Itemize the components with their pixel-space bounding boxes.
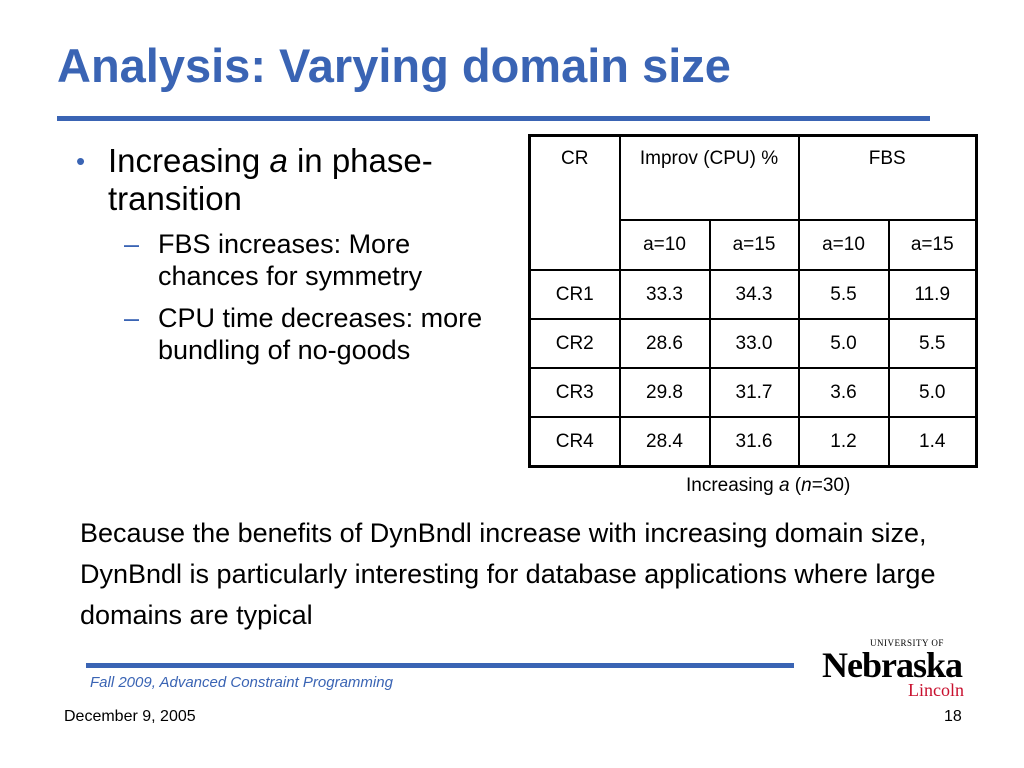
subheader-cell: a=10 xyxy=(618,219,711,271)
table-cell: 28.4 xyxy=(618,416,711,468)
logo-university-of: UNIVERSITY OF xyxy=(870,638,944,648)
table-cell: 1.4 xyxy=(887,416,978,468)
course-name: Fall 2009, Advanced Constraint Programmi… xyxy=(90,674,393,691)
table-cell: 5.5 xyxy=(887,318,978,369)
table-row: CR3 29.8 31.7 3.6 5.0 xyxy=(528,367,978,418)
sub-bullet: – CPU time decreases: more bundling of n… xyxy=(76,302,516,366)
table-cell: 5.5 xyxy=(797,269,890,320)
table-row: CR2 28.6 33.0 5.0 5.5 xyxy=(528,318,978,369)
table-cell: 33.3 xyxy=(618,269,711,320)
header-improv: Improv (CPU) % xyxy=(618,134,800,221)
caption-post: =30) xyxy=(811,475,851,496)
footer-divider xyxy=(86,663,794,668)
table-cell: 5.0 xyxy=(887,367,978,418)
bullet-main-post: in phase-transition xyxy=(108,142,433,217)
table-cell: 33.0 xyxy=(708,318,800,369)
table-caption: Increasing a (n=30) xyxy=(686,475,850,497)
bullet-main-pre: Increasing xyxy=(108,142,270,179)
header-cr: CR xyxy=(528,134,621,271)
results-table: CR Improv (CPU) % FBS a=10 a=15 a=10 a=1… xyxy=(528,134,978,468)
table-cell: 11.9 xyxy=(887,269,978,320)
sub-bullet-text: FBS increases: More chances for symmetry xyxy=(158,229,423,291)
table-cell: CR2 xyxy=(528,318,621,369)
title-divider xyxy=(57,116,930,121)
bullet-main: • Increasing a in phase-transition xyxy=(76,142,516,218)
table-cell: 29.8 xyxy=(618,367,711,418)
dash-icon: – xyxy=(124,229,140,259)
table-cell: 31.6 xyxy=(708,416,800,468)
page-number: 18 xyxy=(944,708,962,725)
slide-title: Analysis: Varying domain size xyxy=(57,39,731,92)
bullet-list: • Increasing a in phase-transition – FBS… xyxy=(76,142,516,366)
bullet-main-var: a xyxy=(269,142,288,179)
sub-bullet: – FBS increases: More chances for symmet… xyxy=(76,228,516,292)
subheader-cell: a=10 xyxy=(797,219,890,271)
logo-lincoln: Lincoln xyxy=(908,680,964,700)
sub-bullet-text: CPU time decreases: more bundling of no-… xyxy=(158,303,483,365)
table-cell: 31.7 xyxy=(708,367,800,418)
subheader-cell: a=15 xyxy=(708,219,800,271)
subheader-cell: a=15 xyxy=(887,219,978,271)
logo-nebraska: Nebraska xyxy=(822,645,963,685)
table-cell: 28.6 xyxy=(618,318,711,369)
table-cell: 5.0 xyxy=(797,318,890,369)
table-cell: CR1 xyxy=(528,269,621,320)
table-cell: CR4 xyxy=(528,416,621,468)
table-row: CR1 33.3 34.3 5.5 11.9 xyxy=(528,269,978,320)
bullet-dot-icon: • xyxy=(76,146,86,176)
table-row: CR4 28.4 31.6 1.2 1.4 xyxy=(528,416,978,468)
table-cell: CR3 xyxy=(528,367,621,418)
header-fbs: FBS xyxy=(797,134,978,221)
table-cell: 34.3 xyxy=(708,269,800,320)
conclusion-paragraph: Because the benefits of DynBndl increase… xyxy=(80,518,936,630)
university-logo: UNIVERSITY OF Nebraska Lincoln xyxy=(822,638,968,702)
caption-a: a xyxy=(778,475,790,496)
footer-date: December 9, 2005 xyxy=(64,708,196,725)
table-cell: 3.6 xyxy=(797,367,890,418)
table-cell: 1.2 xyxy=(797,416,890,468)
caption-pre: Increasing xyxy=(686,475,779,496)
caption-n: n xyxy=(801,475,812,496)
table-header-row: CR Improv (CPU) % FBS xyxy=(528,134,978,271)
dash-icon: – xyxy=(124,303,140,333)
caption-mid: ( xyxy=(789,475,802,496)
table-subheader-row: a=10 a=15 a=10 a=15 xyxy=(530,219,978,271)
